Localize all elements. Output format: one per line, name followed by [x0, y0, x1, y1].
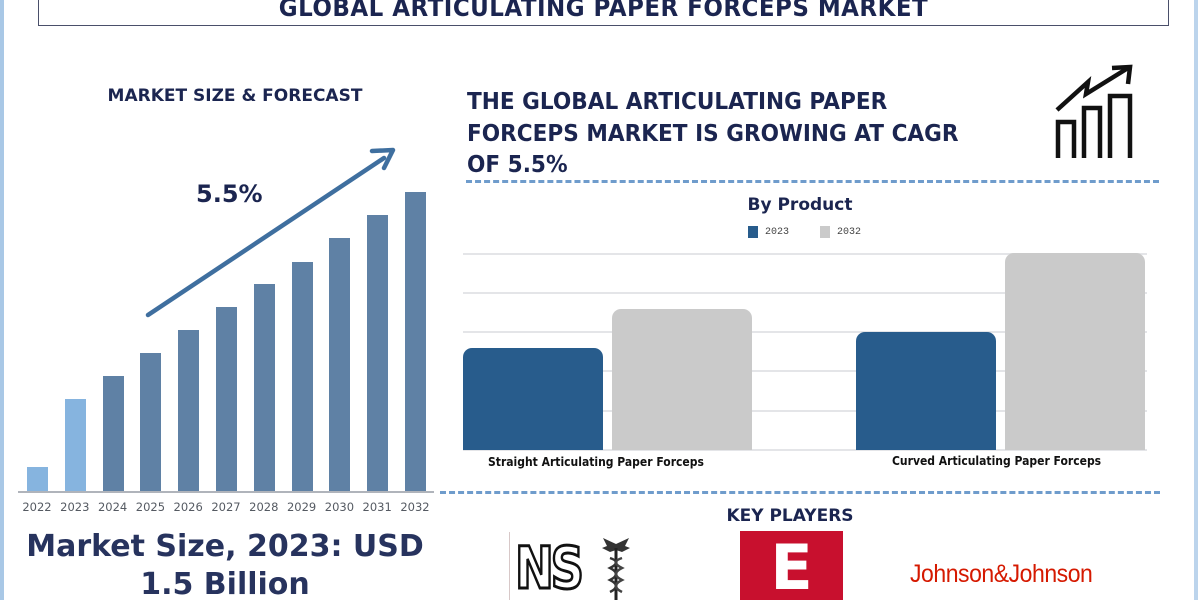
headline-line-3: OF 5.5%: [467, 152, 568, 178]
x-axis-line: [18, 491, 434, 493]
market-size-value: Market Size, 2023: USD 1.5 Billion: [10, 528, 440, 600]
gridline: [463, 292, 1147, 294]
nst-caduceus-logo: NS: [509, 532, 630, 600]
bar-straight-2032: [612, 309, 752, 450]
bar-2031: [367, 215, 389, 491]
x-tick-2027: 2027: [211, 500, 241, 514]
bar-2030: [329, 238, 351, 491]
x-tick-2023: 2023: [60, 500, 90, 514]
headline-line-2: FORCEPS MARKET IS GROWING AT CAGR: [467, 120, 959, 147]
market-size-line-1: Market Size, 2023: USD: [26, 529, 424, 564]
bar-curved-2023: [856, 332, 996, 450]
legend-label-2023: 2023: [765, 226, 790, 238]
gridline: [463, 370, 1147, 372]
x-tick-2024: 2024: [97, 500, 128, 514]
bar-2027: [216, 307, 237, 491]
gridline: [463, 331, 1147, 333]
legend-label-2032: 2032: [837, 226, 862, 238]
nst-logo-text: NS: [514, 534, 585, 600]
bar-2032: [405, 192, 426, 491]
bar-curved-2032: [1005, 253, 1145, 450]
page-title: GLOBAL ARTICULATING PAPER FORCEPS MARKET: [278, 0, 929, 22]
x-tick-2029: 2029: [286, 500, 317, 514]
title-banner: GLOBAL ARTICULATING PAPER FORCEPS MARKET: [38, 0, 1169, 26]
bar-2028: [253, 284, 275, 491]
x-tick-2022: 2022: [22, 500, 52, 514]
x-tick-2032: 2032: [400, 500, 430, 514]
cagr-headline: THE GLOBAL ARTICULATING PAPER FORCEPS MA…: [467, 87, 1012, 182]
e-logo-text: E: [770, 531, 813, 600]
gridline: [463, 410, 1147, 412]
legend-item-2023: 2023: [748, 226, 789, 238]
bar-2029: [291, 262, 313, 491]
logo-divider: [509, 532, 510, 600]
gridline: [463, 253, 1147, 255]
bar-2026: [178, 330, 200, 491]
growth-chart-icon: [1055, 64, 1133, 158]
x-tick-2031: 2031: [362, 500, 392, 514]
page-frame-left: [0, 0, 4, 600]
x-tick-2030: 2030: [324, 500, 355, 514]
page-frame-right: [1194, 0, 1198, 600]
bar-2025: [140, 353, 162, 491]
legend-swatch-2032: [820, 226, 830, 238]
johnson-and-johnson-logo: Johnson&Johnson: [910, 560, 1093, 588]
legend-swatch-2023: [748, 226, 758, 238]
bar-straight-2023: [463, 348, 603, 450]
legend-item-2032: 2032: [820, 226, 861, 238]
bar-2023: [64, 399, 86, 491]
red-e-logo: E: [740, 531, 843, 600]
trend-arrow-icon: [145, 147, 396, 318]
gridline-baseline: [463, 449, 1147, 451]
market-size-forecast-title: MARKET SIZE & FORECAST: [107, 86, 363, 106]
by-product-title: By Product: [747, 195, 853, 215]
headline-line-1: THE GLOBAL ARTICULATING PAPER: [467, 89, 888, 115]
cagr-label: 5.5%: [196, 180, 263, 208]
bar-2024: [102, 376, 124, 491]
caduceus-icon: [602, 538, 630, 600]
separator-top: [466, 180, 1159, 183]
bar-2022: [27, 467, 48, 491]
separator-bottom: [440, 491, 1160, 494]
category-label-straight: Straight Articulating Paper Forceps: [488, 455, 704, 469]
key-players-title: KEY PLAYERS: [726, 506, 854, 526]
market-size-line-2: 1.5 Billion: [140, 567, 310, 600]
x-tick-2026: 2026: [173, 500, 203, 514]
x-tick-2025: 2025: [135, 500, 166, 514]
category-label-curved: Curved Articulating Paper Forceps: [892, 454, 1102, 468]
x-tick-2028: 2028: [249, 500, 279, 514]
